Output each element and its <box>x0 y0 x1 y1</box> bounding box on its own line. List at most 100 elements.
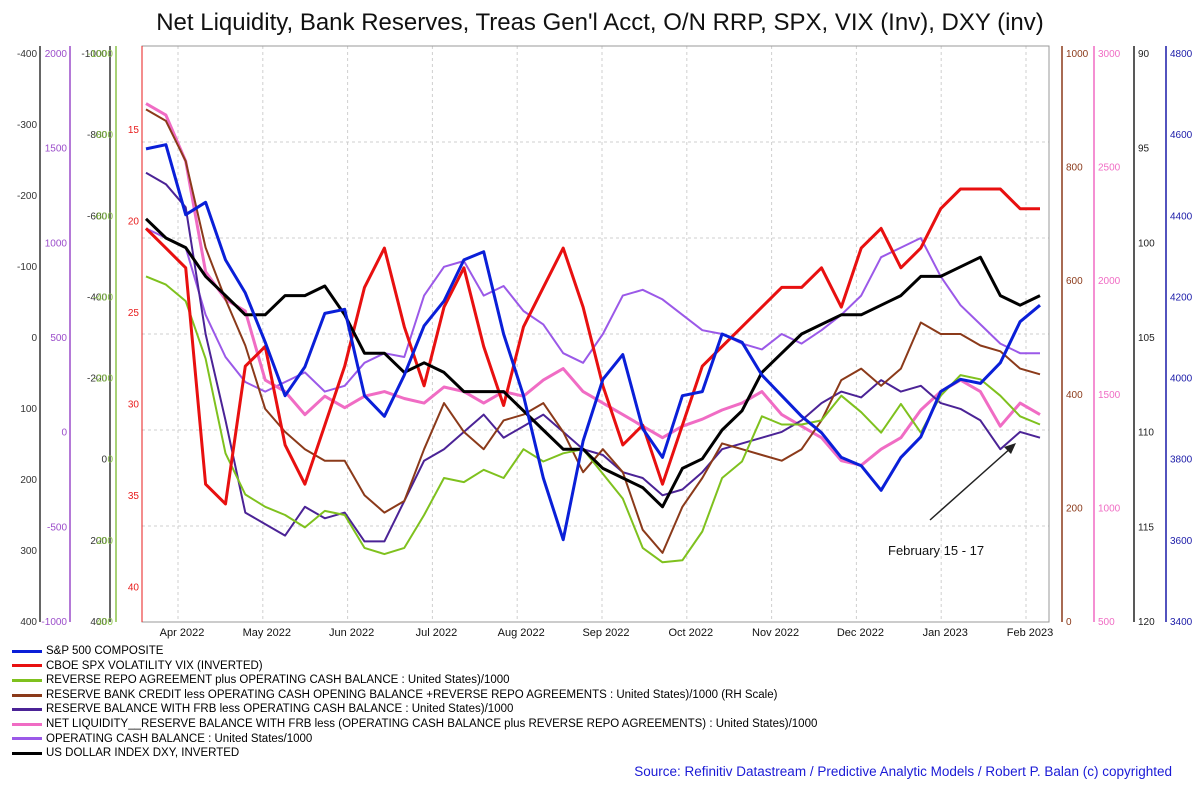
axis-tick-label: 40 <box>128 583 140 594</box>
legend-label: US DOLLAR INDEX DXY, INVERTED <box>46 747 240 760</box>
annotation-label: February 15 - 17 <box>888 543 984 558</box>
axis-tick-label: -500 <box>47 522 67 533</box>
series-layer <box>144 102 1041 564</box>
gridlines <box>142 46 1049 622</box>
axis-tick-label: -400 <box>93 292 113 303</box>
x-axis-labels: Apr 2022 May 2022 Jun 2022 Jul 2022 Aug 2022… <box>160 627 1054 639</box>
series-line <box>145 227 1040 393</box>
axis-tick-label: 4400 <box>1170 211 1193 222</box>
axis-tick-label: 115 <box>1138 522 1154 533</box>
axis-tick-label: 15 <box>128 125 140 136</box>
chart-title: Net Liquidity, Bank Reserves, Treas Gen'… <box>156 9 1044 36</box>
axis-tick-label: 1500 <box>45 144 68 155</box>
axis-tick-label: 1500 <box>1098 390 1121 401</box>
x-tick-label: Jul 2022 <box>416 627 458 639</box>
axis-tick-label: -1000 <box>41 617 67 628</box>
axis-tick-label: 100 <box>20 404 37 415</box>
axis-tick-label: 200 <box>90 536 107 547</box>
axis-tick-label: -200 <box>87 374 107 385</box>
axis-tick-label: -800 <box>93 130 113 141</box>
axis-0: -400 -300 -200 -100 0 100 200 300 400 <box>17 46 41 628</box>
axis-6: 3000 2500 2000 1500 1000 500 <box>1093 46 1121 628</box>
axis-tick-label: 200 <box>96 536 113 547</box>
axis-tick-label: 30 <box>128 400 140 411</box>
axis-tick-label: 600 <box>1066 276 1083 287</box>
series-line <box>145 275 1041 564</box>
x-tick-label: May 2022 <box>243 627 291 639</box>
annotation-arrow <box>929 443 1016 521</box>
legend-label: REVERSE REPO AGREEMENT plus OPERATING CA… <box>46 674 510 687</box>
axis-tick-label: 1000 <box>45 238 68 249</box>
axis-tick-label: -100 <box>17 262 37 273</box>
axis-7: 90 95 100 105 110 115 120 <box>1133 46 1155 628</box>
axis-tick-label: 35 <box>128 491 140 502</box>
axis-tick-label: 0 <box>31 333 37 344</box>
axis-tick-label: 500 <box>1098 617 1115 628</box>
axis-1: 2000 1500 1000 500 0 -500 -1000 <box>41 46 71 628</box>
axis-8: 4800 4600 4400 4200 4000 3800 3600 3400 <box>1165 46 1193 628</box>
legend-swatch <box>12 737 42 741</box>
x-tick-label: Aug 2022 <box>498 627 545 639</box>
legend-item: CBOE SPX VOLATILITY VIX (INVERTED) <box>12 659 817 674</box>
axis-tick-label: 120 <box>1138 617 1155 628</box>
legend: S&P 500 COMPOSITE CBOE SPX VOLATILITY VIX… <box>12 644 817 761</box>
axis-tick-label: 300 <box>20 546 37 557</box>
axis-tick-label: 800 <box>1066 163 1083 174</box>
axis-5: 1000 800 600 400 200 0 <box>1061 46 1089 628</box>
axis-tick-label: 2500 <box>1098 163 1121 174</box>
axis-tick-label: 2000 <box>1098 276 1121 287</box>
x-tick-label: Oct 2022 <box>668 627 713 639</box>
axis-tick-label: -400 <box>17 49 37 60</box>
series-line <box>145 108 1041 554</box>
x-tick-label: Dec 2022 <box>837 627 884 639</box>
axis-tick-label: -1000 <box>87 49 113 60</box>
axis-3: -1000 -800 -600 -400 -200 0 200 400 <box>87 46 117 628</box>
axis-tick-label: 4800 <box>1170 49 1193 60</box>
axis-4: 15 20 25 30 35 40 <box>128 46 143 622</box>
legend-swatch <box>12 751 42 755</box>
series-line <box>145 102 1041 467</box>
legend-swatch <box>12 722 42 726</box>
axis-tick-label: 3800 <box>1170 455 1193 466</box>
x-tick-label: Apr 2022 <box>160 627 205 639</box>
series-line <box>145 143 1041 542</box>
axis-tick-label: 3600 <box>1170 536 1193 547</box>
axis-2: -1000 -800 -600 -400 -200 0 200 400 <box>81 46 111 628</box>
legend-item: REVERSE REPO AGREEMENT plus OPERATING CA… <box>12 673 817 688</box>
axis-tick-label: -300 <box>17 120 37 131</box>
legend-item: S&P 500 COMPOSITE <box>12 644 817 659</box>
axis-tick-label: 500 <box>50 333 67 344</box>
series-line <box>144 217 1041 509</box>
axis-tick-label: -600 <box>93 211 113 222</box>
x-tick-label: Nov 2022 <box>752 627 799 639</box>
axis-tick-label: 400 <box>90 617 107 628</box>
axis-tick-label: 95 <box>1138 144 1150 155</box>
axis-tick-label: 105 <box>1138 333 1155 344</box>
legend-swatch <box>12 678 42 682</box>
axis-tick-label: 2000 <box>45 49 68 60</box>
legend-label: RESERVE BANK CREDIT less OPERATING CASH … <box>46 688 778 701</box>
axis-tick-label: 4000 <box>1170 374 1193 385</box>
x-tick-label: Sep 2022 <box>582 627 629 639</box>
source-credit: Source: Refinitiv Datastream / Predictiv… <box>634 764 1172 779</box>
axis-tick-label: -400 <box>87 292 107 303</box>
axis-tick-label: 400 <box>96 617 113 628</box>
legend-label: RESERVE BALANCE WITH FRB less OPERATING … <box>46 703 514 716</box>
axis-tick-label: -1000 <box>81 49 107 60</box>
axis-tick-label: 1000 <box>1098 503 1121 514</box>
series-line <box>144 187 1040 506</box>
axis-tick-label: -200 <box>93 374 113 385</box>
legend-swatch <box>12 693 42 697</box>
legend-item: RESERVE BANK CREDIT less OPERATING CASH … <box>12 688 817 703</box>
axis-tick-label: 200 <box>1066 503 1083 514</box>
legend-label: OPERATING CASH BALANCE : United States/1… <box>46 732 313 745</box>
legend-item: OPERATING CASH BALANCE : United States/1… <box>12 732 817 747</box>
axis-tick-label: 3400 <box>1170 617 1193 628</box>
legend-label: NET LIQUIDITY__RESERVE BALANCE WITH FRB … <box>46 717 818 730</box>
axis-tick-label: 0 <box>107 455 113 466</box>
legend-item: RESERVE BALANCE WITH FRB less OPERATING … <box>12 702 817 717</box>
x-tick-label: Jan 2023 <box>923 627 968 639</box>
legend-item: US DOLLAR INDEX DXY, INVERTED <box>12 746 817 761</box>
axis-tick-label: 400 <box>20 617 37 628</box>
axis-tick-label: 4200 <box>1170 292 1193 303</box>
